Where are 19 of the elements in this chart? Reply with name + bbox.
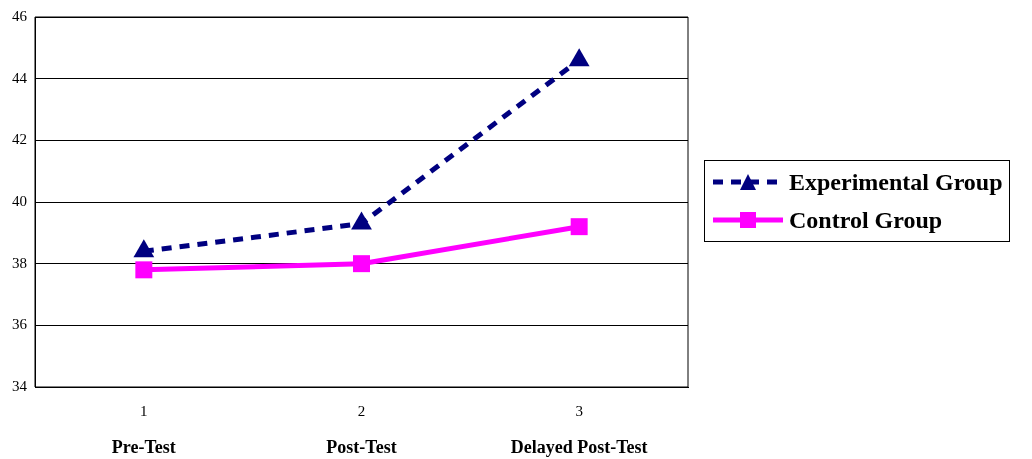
- x-tick-label: 2: [357, 402, 366, 419]
- text: Pre-Test: [111, 436, 176, 457]
- x-tick-label: 3: [575, 402, 583, 419]
- x-tick-label: 1: [140, 402, 148, 419]
- y-tick-label: 36: [12, 316, 28, 333]
- point: [353, 255, 370, 273]
- legend-label: Experimental Group: [789, 168, 1003, 196]
- point: [135, 261, 153, 279]
- y-tick-label: 38: [12, 254, 27, 271]
- y-tick-label: 40: [12, 192, 27, 209]
- y-tick-label: 46: [12, 7, 28, 24]
- y-tick-label: 44: [12, 69, 28, 86]
- text: Post-Test: [326, 436, 397, 457]
- point: [570, 218, 588, 236]
- legend-label: Control Group: [789, 206, 943, 234]
- point: [568, 48, 590, 67]
- y-tick-label: 34: [12, 377, 28, 394]
- text: Delayed Post-Test: [510, 436, 648, 457]
- y-tick-label: 42: [12, 131, 27, 148]
